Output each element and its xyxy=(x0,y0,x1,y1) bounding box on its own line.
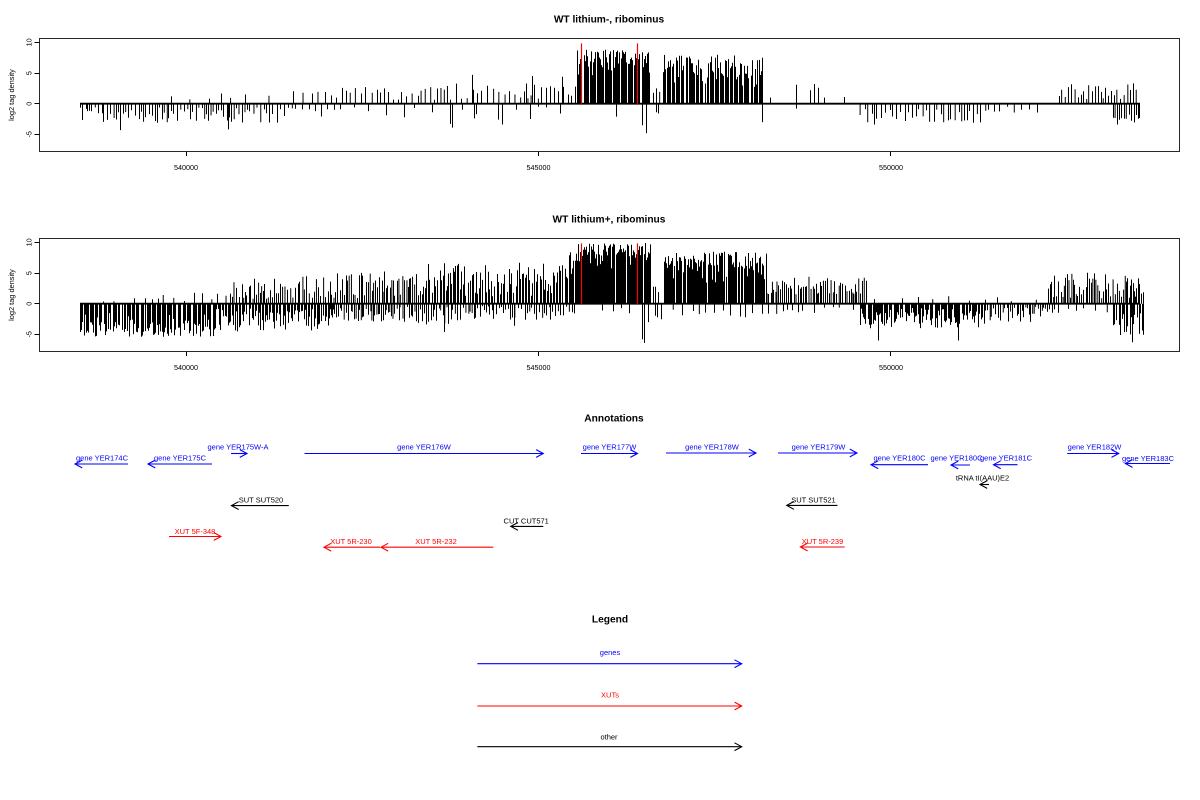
svg-text:gene YER183C: gene YER183C xyxy=(1122,454,1175,463)
svg-text:genes: genes xyxy=(600,648,621,657)
svg-text:550000: 550000 xyxy=(879,363,903,372)
svg-text:XUT 5R-232: XUT 5R-232 xyxy=(415,537,457,546)
svg-text:gene YER181C: gene YER181C xyxy=(980,453,1033,462)
svg-text:tRNA tI(AAU)E2: tRNA tI(AAU)E2 xyxy=(956,474,1009,483)
svg-text:gene YER179W: gene YER179W xyxy=(792,442,847,451)
svg-text:CUT CUT571: CUT CUT571 xyxy=(504,516,549,525)
svg-text:XUT 5F-348: XUT 5F-348 xyxy=(175,527,216,536)
svg-text:10: 10 xyxy=(25,238,34,246)
svg-text:545000: 545000 xyxy=(527,363,551,372)
svg-text:540000: 540000 xyxy=(174,163,198,172)
svg-text:gene YER175C: gene YER175C xyxy=(154,453,207,462)
svg-text:10: 10 xyxy=(25,38,34,46)
svg-text:gene YER180C: gene YER180C xyxy=(874,453,927,462)
svg-text:gene YER174C: gene YER174C xyxy=(76,453,129,462)
svg-text:540000: 540000 xyxy=(174,363,198,372)
svg-text:0: 0 xyxy=(25,302,34,306)
svg-text:SUT SUT520: SUT SUT520 xyxy=(239,495,283,504)
svg-text:gene YER176W: gene YER176W xyxy=(397,442,452,451)
svg-text:Annotations: Annotations xyxy=(584,414,644,425)
svg-text:0: 0 xyxy=(25,102,34,106)
svg-text:log2 tag density: log2 tag density xyxy=(7,69,16,121)
svg-text:Legend: Legend xyxy=(592,615,628,626)
svg-text:WT lithium+, ribominus: WT lithium+, ribominus xyxy=(553,214,666,225)
svg-text:5: 5 xyxy=(25,71,34,75)
svg-text:gene YER175W-A: gene YER175W-A xyxy=(207,442,268,451)
svg-text:gene YER178W: gene YER178W xyxy=(685,442,740,451)
svg-text:gene YER180C: gene YER180C xyxy=(931,453,984,462)
svg-text:5: 5 xyxy=(25,271,34,275)
svg-text:545000: 545000 xyxy=(527,163,551,172)
svg-text:WT lithium-, ribominus: WT lithium-, ribominus xyxy=(554,14,665,25)
svg-text:other: other xyxy=(600,732,618,741)
svg-text:-5: -5 xyxy=(25,131,34,137)
svg-text:gene YER177W: gene YER177W xyxy=(583,442,638,451)
svg-text:gene YER182W: gene YER182W xyxy=(1068,442,1123,451)
svg-text:XUT 5R-239: XUT 5R-239 xyxy=(802,537,844,546)
svg-text:550000: 550000 xyxy=(879,163,903,172)
svg-text:XUTs: XUTs xyxy=(601,690,619,699)
svg-text:XUT 5R-230: XUT 5R-230 xyxy=(330,537,372,546)
svg-text:SUT SUT521: SUT SUT521 xyxy=(791,495,835,504)
svg-text:log2 tag density: log2 tag density xyxy=(7,269,16,321)
svg-text:-5: -5 xyxy=(25,331,34,337)
